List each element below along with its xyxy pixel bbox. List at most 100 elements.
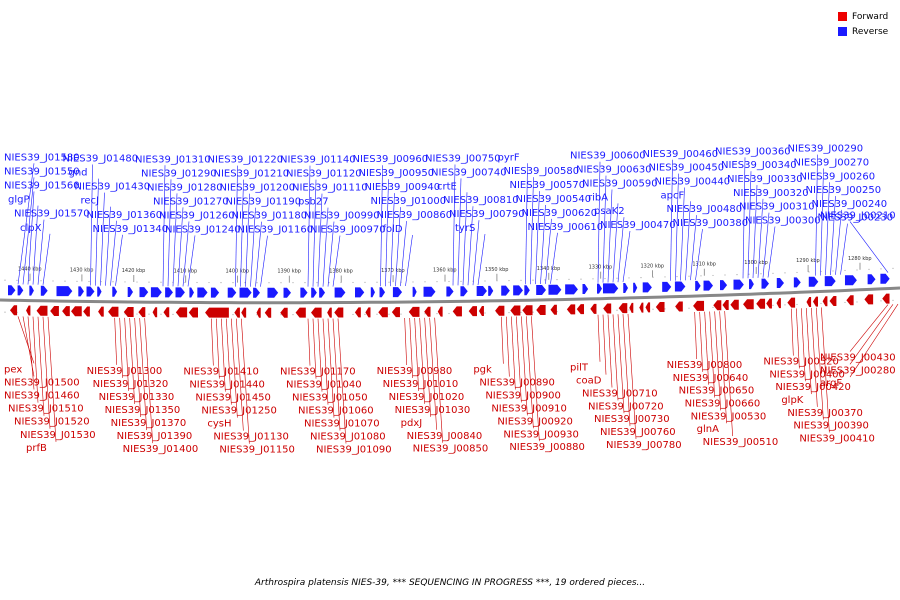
gene-label: NIES39_J00810 <box>443 195 519 206</box>
track-dot <box>316 282 318 284</box>
leader-line <box>395 207 401 287</box>
leader-line <box>796 308 800 369</box>
track-dot <box>148 313 150 315</box>
gene-label: NIES39_J00740 <box>431 167 507 178</box>
gene-label: NIES39_J01220 <box>208 155 284 166</box>
leader-line <box>825 182 830 276</box>
gene-label: NIES39_J01580 <box>4 152 80 163</box>
gene-label: NIES39_J01290 <box>141 168 217 179</box>
gene-feature <box>548 284 562 295</box>
gene-feature <box>17 285 24 296</box>
track-dot <box>340 281 342 284</box>
leader-line <box>236 318 244 431</box>
gene-feature <box>311 287 317 298</box>
leader-line <box>307 318 311 366</box>
gene-feature <box>623 283 629 294</box>
leader-line <box>597 314 601 362</box>
gene-label: NIES39_J00790 <box>449 209 525 220</box>
gene-feature <box>645 302 651 313</box>
track-dot <box>448 280 450 283</box>
leader-line <box>312 318 317 379</box>
gene-label: NIES39_J00990 <box>304 211 380 222</box>
leader-line <box>42 316 51 429</box>
leader-line <box>821 307 830 433</box>
track-dot <box>772 304 774 306</box>
gene-feature <box>812 296 819 307</box>
leader-line <box>540 204 546 285</box>
leader-line <box>704 311 709 385</box>
gene-label: psaK2 <box>594 206 625 217</box>
track-dot <box>748 273 750 275</box>
leader-line <box>129 317 135 404</box>
gene-feature <box>476 286 487 297</box>
gene-label: NIES39_J00330 <box>727 174 803 185</box>
gene-label: NIES39_J01000 <box>371 196 447 207</box>
gene-feature <box>722 300 729 311</box>
gene-label: NIES39_J01520 <box>14 417 90 428</box>
tick-label: 1280 kbp <box>848 256 872 262</box>
tick-label: 1300 kbp <box>744 260 768 266</box>
gene-feature <box>391 307 400 318</box>
track-dot <box>112 281 114 283</box>
track-dot <box>508 279 510 282</box>
track-dot <box>664 308 666 310</box>
track-dot <box>724 274 726 276</box>
leader-line <box>535 191 540 285</box>
gene-label: NIES39_J00730 <box>594 414 670 425</box>
track-dot <box>64 280 66 282</box>
gene-label: NIES39_J00610 <box>528 222 604 233</box>
gene-feature <box>882 293 890 304</box>
gene-feature <box>370 287 375 298</box>
gene-feature <box>188 307 198 318</box>
gene-feature <box>693 300 705 311</box>
leader-line <box>37 316 45 416</box>
gene-label: NIES39_J01450 <box>195 393 271 404</box>
track-dot <box>256 314 258 316</box>
gene-label: NIES39_J01070 <box>304 419 380 430</box>
tick-label: 1400 kbp <box>226 269 250 275</box>
leader-line <box>385 179 389 287</box>
leader-line <box>685 201 691 281</box>
track-dot <box>412 281 414 283</box>
gene-feature <box>26 305 31 316</box>
track-dot <box>136 281 138 283</box>
leader-line <box>526 316 534 429</box>
track-dot <box>700 275 702 277</box>
leader-line <box>525 163 528 285</box>
gene-feature <box>844 275 857 286</box>
leader-line <box>849 304 889 352</box>
gene-label: coaD <box>576 376 602 387</box>
gene-feature <box>56 286 73 297</box>
gene-feature <box>582 284 589 295</box>
gene-label: NIES39_J01020 <box>389 392 465 403</box>
gene-feature <box>766 298 772 309</box>
tick-label: 1370 kbp <box>381 268 405 274</box>
gene-label: glgP <box>8 195 30 206</box>
leader-line <box>767 226 776 278</box>
track-dot <box>712 306 714 309</box>
leader-line <box>811 307 818 407</box>
tick-label: 1330 kbp <box>589 265 613 271</box>
track-dot <box>4 311 6 313</box>
gene-feature <box>71 306 82 317</box>
gene-label: NIES39_J00260 <box>800 171 876 182</box>
track-dot <box>352 281 354 284</box>
gene-label: NIES39_J00430 <box>820 353 896 364</box>
gene-label: folD <box>383 224 403 235</box>
track-dot <box>280 314 282 316</box>
track-dot <box>880 268 882 270</box>
gene-feature <box>239 287 252 298</box>
gene-label: NIES39_J00710 <box>582 388 658 399</box>
gene-label: recJ <box>81 196 100 207</box>
leader-line <box>100 192 105 286</box>
genome-backbone <box>0 286 900 305</box>
gene-label: pex <box>4 364 22 375</box>
leader-line <box>226 318 232 405</box>
gene-label: NIES39_J01350 <box>105 405 181 416</box>
gene-label: glpK <box>781 395 803 406</box>
gene-label: NIES39_J00460 <box>643 149 719 160</box>
track-dot <box>892 267 894 269</box>
leader-line <box>617 314 625 414</box>
leader-line <box>747 171 752 279</box>
gene-label: NIES39_J00410 <box>799 433 875 444</box>
